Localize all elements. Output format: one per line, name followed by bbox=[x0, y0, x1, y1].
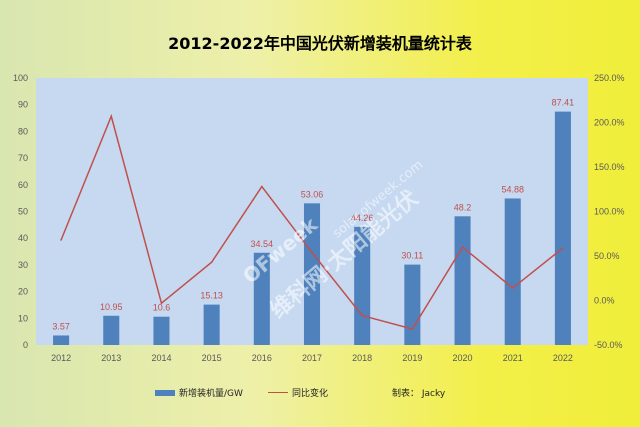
chart-title: 2012-2022年中国光伏新增装机量统计表 bbox=[168, 34, 472, 53]
y-tick-label: 20 bbox=[18, 287, 28, 297]
legend-credit: 制表： Jacky bbox=[392, 386, 445, 399]
bar bbox=[404, 264, 421, 345]
x-tick-label: 2018 bbox=[352, 353, 372, 363]
legend-line: 同比变化 bbox=[268, 386, 328, 399]
x-tick-label: 2021 bbox=[503, 353, 523, 363]
y2-tick-label: 0.0% bbox=[594, 296, 615, 306]
x-tick-label: 2020 bbox=[453, 353, 473, 363]
bar bbox=[103, 315, 120, 345]
x-tick-label: 2022 bbox=[553, 353, 573, 363]
y2-tick-label: 150.0% bbox=[594, 162, 625, 172]
growth-point bbox=[261, 185, 263, 188]
y-tick-label: 60 bbox=[18, 180, 28, 190]
y-tick-label: 40 bbox=[18, 233, 28, 243]
x-tick-label: 2019 bbox=[402, 353, 422, 363]
y2-tick-label: 200.0% bbox=[594, 118, 625, 128]
bar bbox=[203, 304, 220, 345]
bar-value-label: 10.95 bbox=[100, 302, 123, 312]
y-tick-label: 0 bbox=[23, 340, 28, 350]
growth-point bbox=[461, 246, 464, 248]
y2-tick-label: 50.0% bbox=[594, 251, 620, 261]
credit-text: 制表： Jacky bbox=[392, 389, 446, 399]
growth-point bbox=[60, 239, 62, 241]
x-tick-label: 2013 bbox=[101, 353, 121, 363]
bar-value-label: 44.26 bbox=[351, 213, 374, 223]
legend-bar: 新增装机量/GW bbox=[155, 386, 243, 399]
legend-line-label: 同比变化 bbox=[292, 389, 329, 399]
bar-value-label: 10.6 bbox=[153, 303, 171, 313]
x-tick-label: 2014 bbox=[151, 353, 171, 363]
bar-value-label: 54.88 bbox=[501, 184, 524, 194]
bar bbox=[354, 226, 371, 345]
bar-value-label: 15.13 bbox=[200, 291, 223, 301]
growth-point bbox=[361, 314, 363, 317]
bar bbox=[504, 198, 521, 345]
y-tick-label: 90 bbox=[18, 100, 28, 110]
y-tick-label: 10 bbox=[18, 313, 28, 323]
growth-point bbox=[311, 251, 313, 254]
bar-value-label: 48.2 bbox=[454, 202, 472, 212]
y-tick-label: 50 bbox=[18, 207, 28, 217]
growth-point bbox=[210, 261, 213, 264]
x-tick-label: 2016 bbox=[252, 353, 272, 363]
bar bbox=[53, 335, 70, 345]
growth-point bbox=[511, 287, 514, 289]
bar bbox=[554, 111, 571, 346]
x-tick-label: 2015 bbox=[202, 353, 222, 363]
bar bbox=[253, 252, 270, 345]
growth-point bbox=[562, 247, 564, 249]
growth-point bbox=[160, 302, 163, 304]
bar bbox=[153, 316, 170, 345]
y2-tick-label: 100.0% bbox=[594, 207, 625, 217]
growth-point bbox=[110, 115, 113, 118]
y-tick-label: 100 bbox=[13, 73, 28, 83]
y2-tick-label: 250.0% bbox=[594, 73, 625, 83]
bar bbox=[454, 216, 471, 345]
bar-value-label: 30.11 bbox=[401, 251, 423, 261]
legend-bar-label: 新增装机量/GW bbox=[179, 389, 243, 399]
growth-point bbox=[411, 328, 414, 330]
y-tick-label: 80 bbox=[18, 126, 28, 136]
legend-bar-swatch bbox=[155, 389, 175, 396]
x-tick-label: 2012 bbox=[51, 353, 71, 363]
legend-line-swatch bbox=[268, 392, 288, 393]
bar-value-label: 87.41 bbox=[552, 98, 575, 108]
y2-tick-label: -50.0% bbox=[594, 340, 623, 350]
bar-value-label: 53.06 bbox=[301, 189, 324, 199]
bar-value-label: 3.57 bbox=[52, 321, 70, 331]
y-tick-label: 70 bbox=[18, 153, 28, 163]
bar bbox=[303, 203, 321, 345]
y-tick-label: 30 bbox=[18, 260, 28, 270]
x-tick-label: 2017 bbox=[302, 353, 322, 363]
bar-value-label: 34.54 bbox=[251, 239, 274, 249]
